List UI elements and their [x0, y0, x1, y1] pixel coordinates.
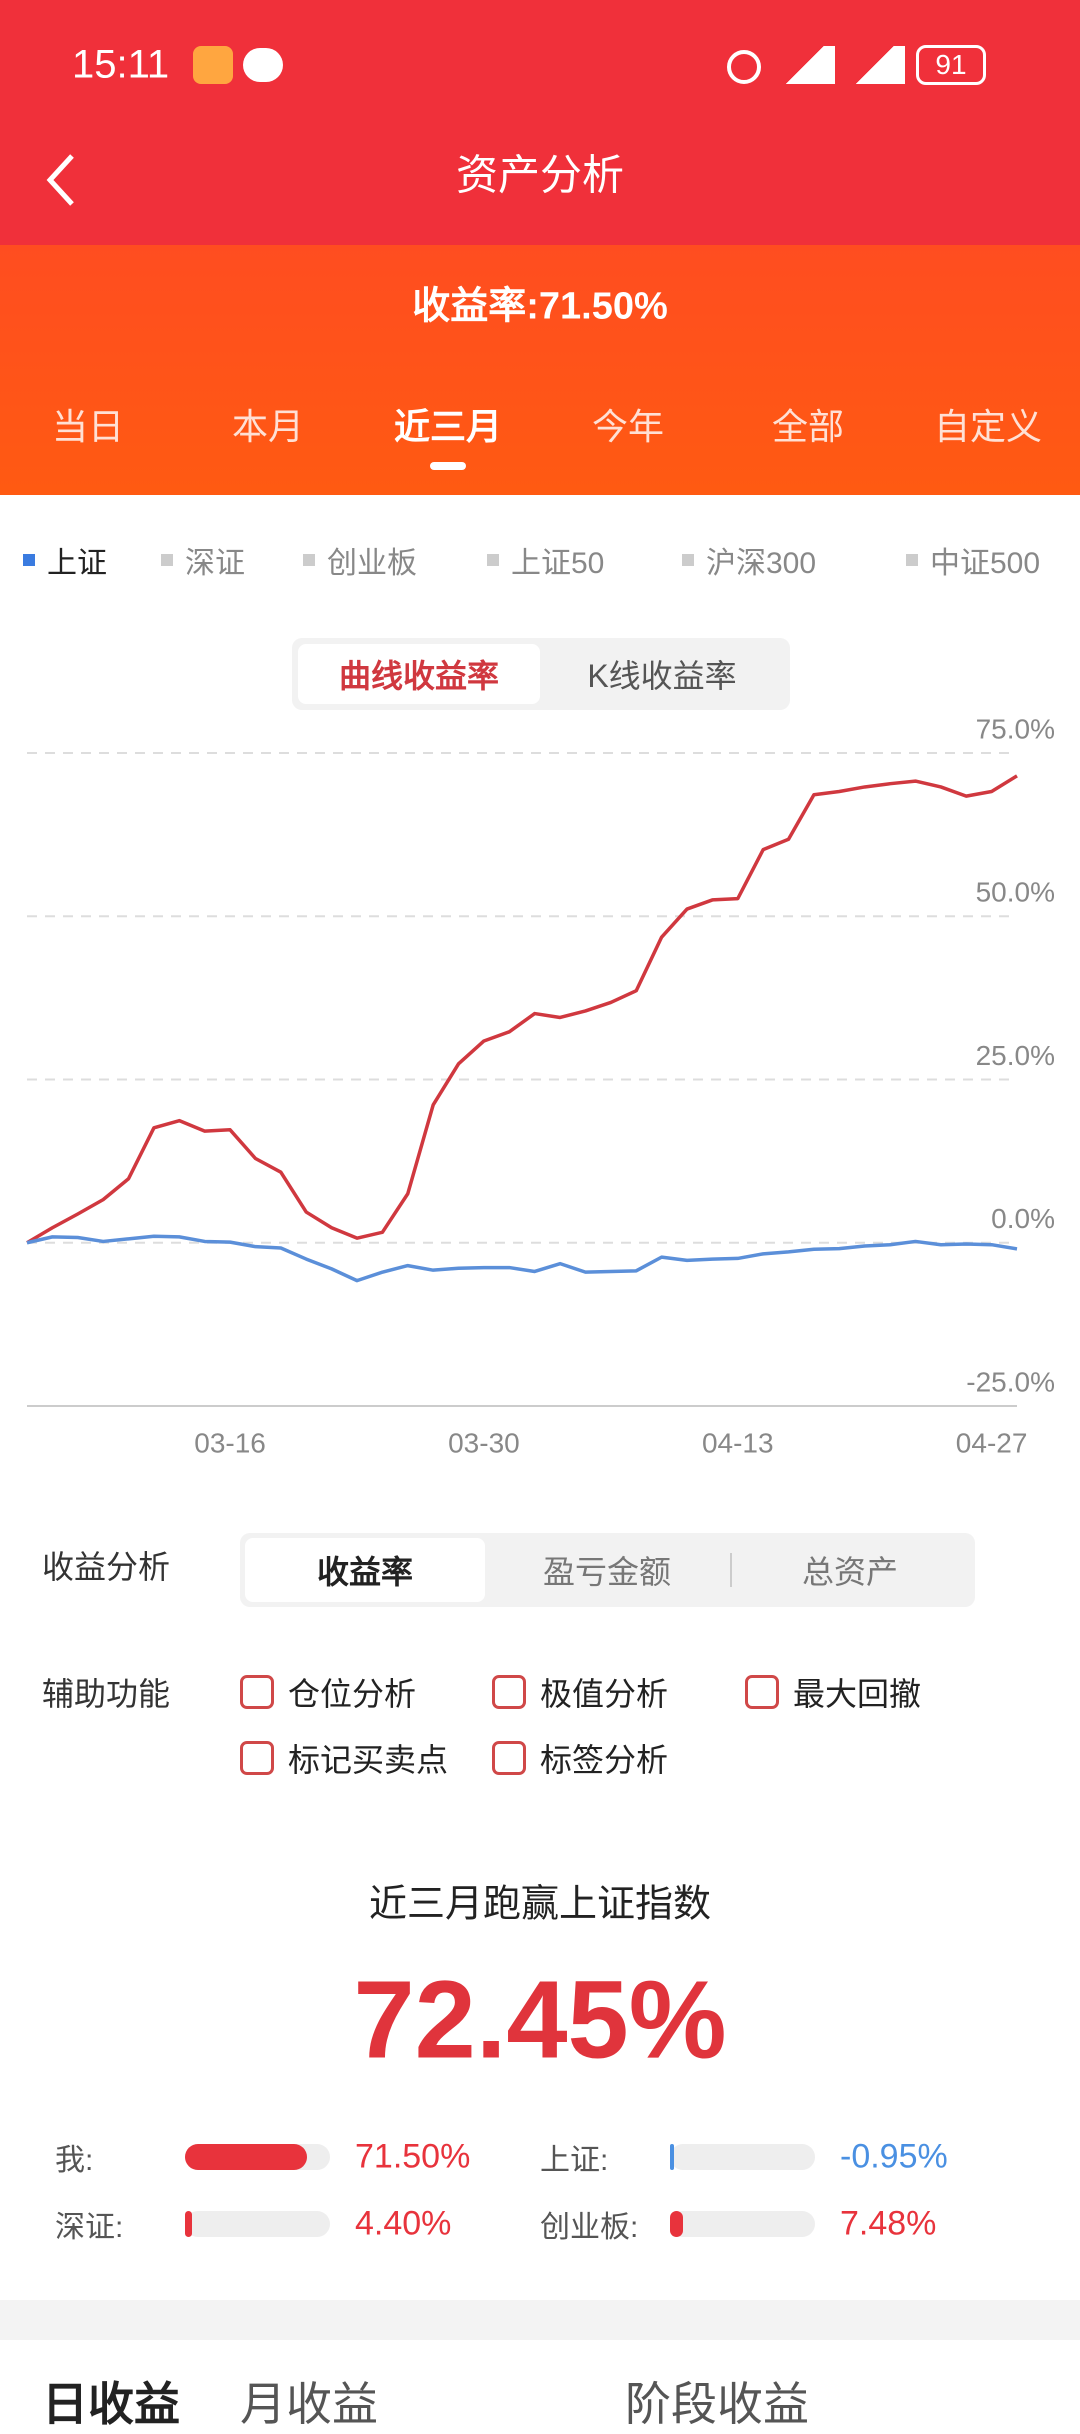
compare-label: 上证: [540, 2144, 609, 2177]
compare-value: -0.95% [840, 2137, 948, 2176]
checkbox-label[interactable]: 仓位分析 [288, 1676, 417, 1712]
compare-bar [670, 2211, 683, 2237]
y-tick-label: -25.0% [966, 1366, 1055, 1397]
signal-icon [845, 46, 905, 84]
checkbox-label[interactable]: 标记买卖点 [288, 1742, 449, 1778]
bottom-tab[interactable]: 日收益 [42, 2378, 180, 2430]
bar-track [185, 2211, 330, 2237]
y-tick-label: 0.0% [991, 1203, 1055, 1234]
tab-indicator [430, 462, 466, 470]
legend-item[interactable]: 创业板 [327, 547, 417, 580]
bottom-tab[interactable]: 月收益 [240, 2378, 378, 2430]
compare-label: 深证: [55, 2211, 124, 2244]
checkbox[interactable] [745, 1675, 779, 1709]
x-tick-label: 03-30 [448, 1427, 520, 1458]
top-bar [0, 0, 1080, 245]
alarm-icon [727, 50, 761, 84]
page-title: 资产分析 [455, 151, 625, 199]
toggle-item[interactable]: K线收益率 [587, 658, 737, 694]
legend-marker [303, 554, 315, 566]
compare-bar [185, 2211, 193, 2237]
y-tick-label: 25.0% [976, 1040, 1055, 1071]
battery: 91 [916, 45, 986, 85]
legend-marker [487, 554, 499, 566]
series-line [26, 774, 1018, 1245]
legend-marker [161, 554, 173, 566]
compare-label: 我: [55, 2144, 94, 2177]
legend-marker [906, 554, 918, 566]
signal-icon [775, 46, 835, 84]
legend-item[interactable]: 沪深300 [706, 547, 817, 580]
compare-value: 4.40% [355, 2204, 452, 2243]
analysis-label: 收益分析 [42, 1549, 171, 1585]
checkbox[interactable] [240, 1741, 274, 1775]
divider [0, 2300, 1080, 2340]
toggle-active-bg [298, 644, 540, 704]
legend-item[interactable]: 上证50 [511, 547, 605, 580]
series-line [26, 1234, 1018, 1283]
toggle-item[interactable]: 曲线收益率 [338, 658, 500, 694]
chart: 75.0% 50.0% 25.0% 0.0% -25.0% 03-16 03-30 04-13… [26, 713, 1055, 1458]
compare-value: 7.48% [840, 2204, 937, 2243]
legend-item[interactable]: 上证 [47, 547, 107, 580]
checkbox-label[interactable]: 最大回撤 [793, 1676, 922, 1712]
bar-track [670, 2211, 815, 2237]
x-tick-label: 04-13 [702, 1427, 774, 1458]
outperform-title: 近三月跑赢上证指数 [368, 1883, 712, 1926]
period-tab[interactable]: 本月 [231, 406, 305, 447]
back-button[interactable] [40, 150, 80, 210]
checkbox-label[interactable]: 极值分析 [540, 1676, 669, 1712]
legend-marker [23, 554, 35, 566]
bar-track [670, 2144, 815, 2170]
compare-label: 创业板: [540, 2211, 639, 2244]
analysis-option[interactable]: 总资产 [801, 1554, 899, 1590]
status-time: 15:11 [72, 42, 170, 87]
legend-item[interactable]: 深证 [185, 547, 245, 580]
period-tab[interactable]: 近三月 [393, 406, 503, 447]
period-tab[interactable]: 当日 [51, 406, 125, 447]
x-tick-label: 03-16 [194, 1427, 266, 1458]
y-tick-label: 50.0% [976, 877, 1055, 908]
period-tab[interactable]: 今年 [591, 406, 665, 447]
analysis-option[interactable]: 收益率 [316, 1554, 414, 1590]
x-tick-label: 04-27 [956, 1427, 1028, 1458]
option-active-bg [245, 1538, 485, 1602]
checkbox[interactable] [492, 1741, 526, 1775]
summary-band [0, 245, 1080, 495]
compare-bar [670, 2144, 674, 2170]
app-icon [193, 46, 233, 84]
wechat-icon [243, 48, 283, 82]
period-tab[interactable]: 自定义 [933, 406, 1043, 447]
return-rate: 收益率:71.50% [412, 285, 668, 328]
period-tab[interactable]: 全部 [771, 406, 845, 447]
separator [730, 1553, 732, 1587]
checkbox[interactable] [492, 1675, 526, 1709]
analysis-option[interactable]: 盈亏金额 [542, 1554, 672, 1590]
aux-label: 辅助功能 [42, 1676, 171, 1712]
legend-item[interactable]: 中证500 [930, 547, 1041, 580]
outperform-value: 72.45% [353, 1958, 727, 2082]
compare-bar [185, 2144, 307, 2170]
y-tick-label: 75.0% [976, 713, 1055, 744]
checkbox[interactable] [240, 1675, 274, 1709]
legend-marker [682, 554, 694, 566]
checkbox-label[interactable]: 标签分析 [540, 1742, 669, 1778]
bottom-tab[interactable]: 阶段收益 [625, 2378, 809, 2430]
compare-value: 71.50% [355, 2137, 471, 2176]
